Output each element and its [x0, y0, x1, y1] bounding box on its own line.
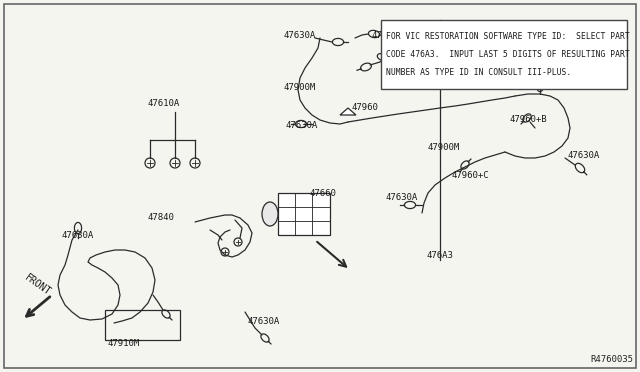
Text: NUMBER AS TYPE ID IN CONSULT III-PLUS.: NUMBER AS TYPE ID IN CONSULT III-PLUS. — [386, 68, 571, 77]
Text: 476A3: 476A3 — [427, 250, 453, 260]
Text: FOR VIC RESTORATION SOFTWARE TYPE ID:  SELECT PART: FOR VIC RESTORATION SOFTWARE TYPE ID: SE… — [386, 32, 630, 41]
Text: CODE 476A3.  INPUT LAST 5 DIGITS OF RESULTING PART: CODE 476A3. INPUT LAST 5 DIGITS OF RESUL… — [386, 51, 630, 60]
Text: 47840: 47840 — [148, 212, 175, 221]
Polygon shape — [340, 108, 356, 115]
Text: 47630A: 47630A — [248, 317, 280, 327]
Bar — [105, 310, 180, 340]
Text: R4760035: R4760035 — [590, 356, 633, 365]
Text: 47630A: 47630A — [283, 31, 316, 39]
Bar — [278, 193, 330, 235]
Text: 47900M: 47900M — [283, 83, 316, 93]
Ellipse shape — [262, 202, 278, 226]
Text: 47910M: 47910M — [108, 340, 140, 349]
Text: 47960+A: 47960+A — [390, 55, 428, 64]
Text: 47630A: 47630A — [62, 231, 94, 240]
Bar — [381, 20, 627, 89]
Text: 47610A: 47610A — [148, 99, 180, 108]
Text: 47630A: 47630A — [372, 31, 404, 39]
Text: 47960+B: 47960+B — [510, 115, 548, 125]
Text: 47660: 47660 — [310, 189, 337, 199]
Text: 47960+C: 47960+C — [452, 170, 490, 180]
Text: 47960: 47960 — [352, 103, 379, 112]
Text: 47630A: 47630A — [568, 151, 600, 160]
Text: 47630A: 47630A — [542, 83, 574, 93]
Text: 47900M: 47900M — [428, 144, 460, 153]
Text: 47630A: 47630A — [285, 122, 317, 131]
Text: 47630A: 47630A — [385, 193, 417, 202]
Text: FRONT: FRONT — [23, 272, 53, 298]
